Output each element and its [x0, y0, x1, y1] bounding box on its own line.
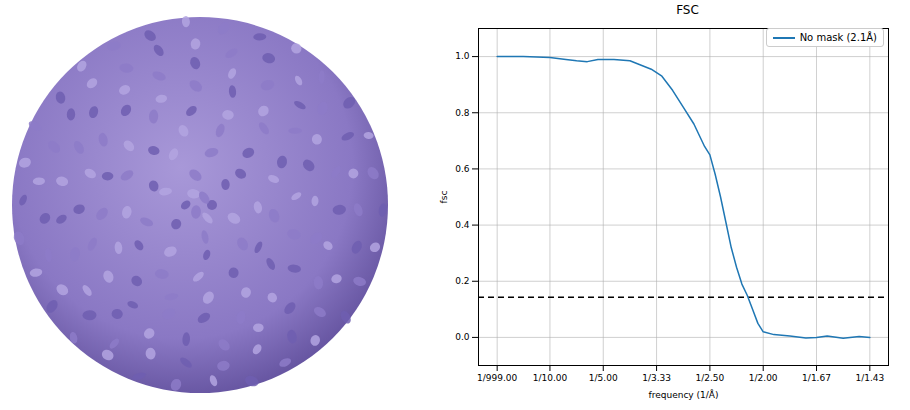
svg-text:0.4: 0.4	[455, 220, 470, 230]
svg-text:1/2.50: 1/2.50	[695, 373, 724, 383]
svg-text:1/1.67: 1/1.67	[802, 373, 831, 383]
svg-text:1/3.33: 1/3.33	[642, 373, 671, 383]
svg-text:1.0: 1.0	[455, 51, 470, 61]
svg-text:1/1.43: 1/1.43	[855, 373, 884, 383]
svg-text:frequency (1/Å): frequency (1/Å)	[649, 389, 719, 400]
svg-text:0.0: 0.0	[455, 332, 470, 342]
svg-text:0.6: 0.6	[455, 164, 470, 174]
svg-text:0.2: 0.2	[455, 276, 469, 286]
svg-text:0.8: 0.8	[455, 108, 470, 118]
html-text:No mask (2.1Å): No mask (2.1Å)	[799, 32, 877, 43]
svg-text:1/999.00: 1/999.00	[477, 373, 518, 383]
svg-text:fsc: fsc	[439, 191, 449, 204]
svg-text:1/2.00: 1/2.00	[749, 373, 778, 383]
svg-text:1/5.00: 1/5.00	[589, 373, 618, 383]
html-text:FSC: FSC	[676, 3, 699, 17]
svg-text:1/10.00: 1/10.00	[533, 373, 568, 383]
